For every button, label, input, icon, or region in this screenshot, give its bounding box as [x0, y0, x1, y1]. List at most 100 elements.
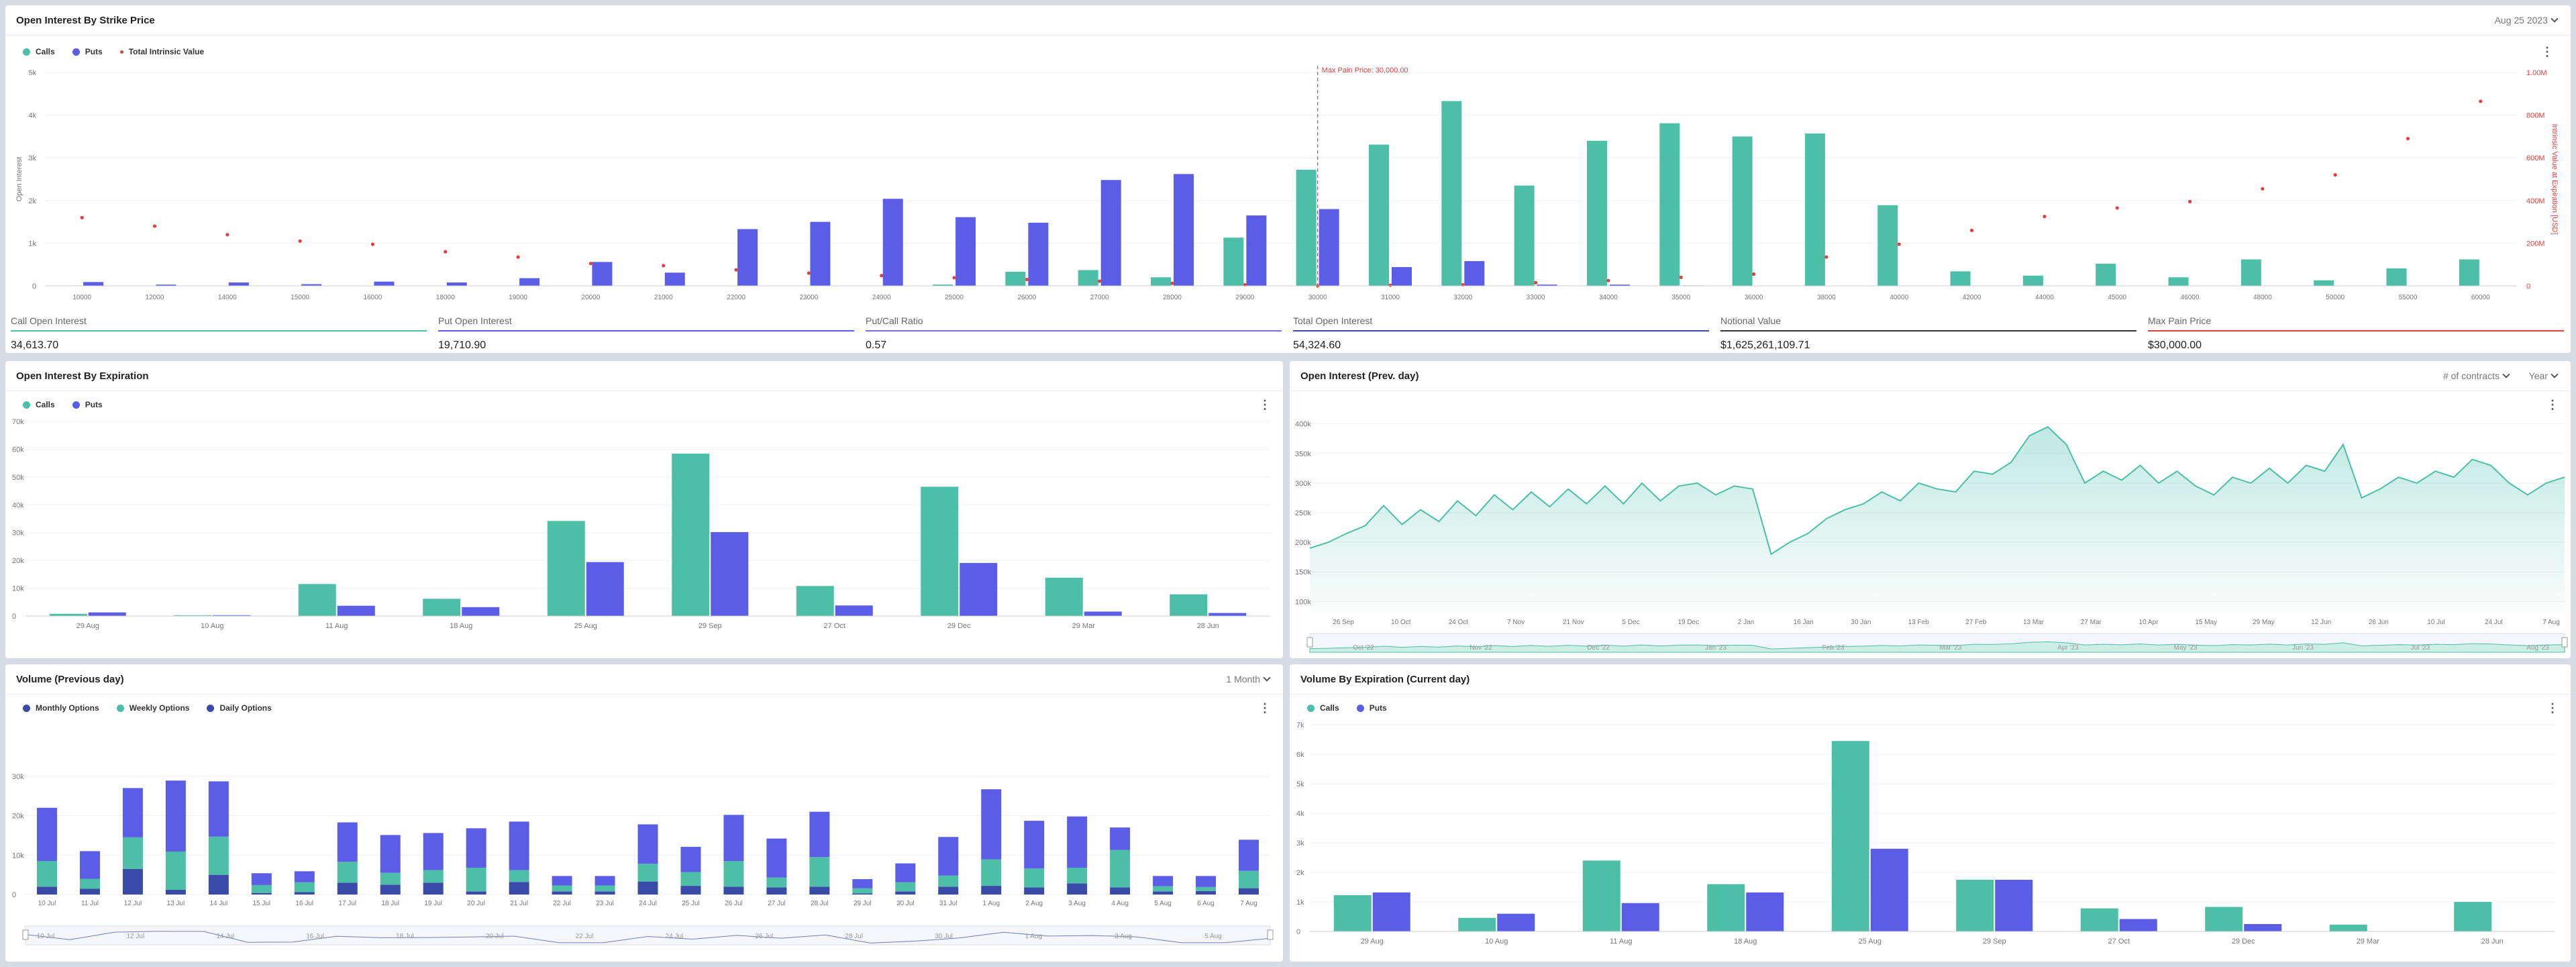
- range-selector[interactable]: 1 Month: [1226, 674, 1271, 684]
- unit-selector[interactable]: # of contracts: [2443, 370, 2510, 381]
- y-tick-label: 20k: [12, 557, 24, 565]
- monthly-bar: [1153, 891, 1174, 895]
- legend-item-puts[interactable]: Puts: [72, 47, 103, 56]
- monthly-bar: [895, 891, 916, 895]
- y2-tick-label: 800M: [2526, 112, 2545, 120]
- more-options-icon[interactable]: ⋮: [2541, 45, 2553, 58]
- weekly-bar: [852, 888, 873, 894]
- put-bar: [1028, 222, 1049, 286]
- daily-bar: [423, 833, 444, 870]
- daily-bar: [809, 811, 830, 858]
- x-tick-label: 24 Jul: [2485, 619, 2503, 626]
- x-tick-label: 30 Jan: [1851, 619, 1871, 626]
- navigator-series: [25, 931, 1271, 944]
- monthly-swatch: [23, 704, 30, 712]
- more-options-icon[interactable]: ⋮: [2546, 701, 2559, 715]
- put-bar: [882, 199, 903, 286]
- daily-bar: [637, 824, 658, 864]
- monthly-bar: [337, 882, 358, 895]
- chevron-down-icon: [2551, 370, 2559, 378]
- date-selector[interactable]: Aug 25 2023: [2494, 15, 2559, 26]
- x-tick-label: 55000: [2399, 294, 2418, 301]
- navigator-label: 26 Jul: [755, 933, 773, 940]
- y2-tick-label: 1.00M: [2526, 69, 2547, 77]
- y-tick-label: 1k: [1296, 899, 1304, 907]
- y-tick-label: 60k: [12, 446, 24, 454]
- x-tick-label: 25 Jul: [682, 900, 700, 907]
- daily-bar: [938, 837, 959, 876]
- intrinsic-point: [2333, 173, 2337, 177]
- x-tick-label: 20 Jul: [467, 900, 485, 907]
- legend-item-calls[interactable]: Calls: [1307, 703, 1339, 713]
- x-tick-label: 23 Jul: [596, 900, 614, 907]
- x-tick-label: 21000: [654, 294, 673, 301]
- legend-item-monthly[interactable]: Monthly Options: [23, 703, 99, 713]
- stat-underline: [11, 330, 427, 332]
- legend-item-puts[interactable]: Puts: [72, 400, 103, 409]
- more-options-icon[interactable]: ⋮: [1259, 398, 1271, 411]
- weekly-bar: [1196, 886, 1217, 891]
- daily-bar: [380, 835, 401, 873]
- put-bar: [737, 229, 758, 286]
- chevron-down-icon: [1263, 674, 1271, 682]
- more-options-icon[interactable]: ⋮: [1259, 701, 1271, 715]
- y-tick-label: 20k: [12, 813, 24, 821]
- stat-max-pain-price: Max Pain Price $30,000.00: [2148, 315, 2564, 353]
- volexp-panel: Volume By Expiration (Current day) Calls…: [1290, 664, 2571, 962]
- legend-item-intrinsic[interactable]: Total Intrinsic Value: [119, 47, 204, 56]
- intrinsic-point: [2261, 187, 2265, 191]
- range-selector-value: Year: [2528, 370, 2548, 381]
- legend-item-calls[interactable]: Calls: [23, 400, 55, 409]
- x-tick-label: 29 Sep: [1983, 937, 2006, 946]
- x-tick-label: 22 Jul: [553, 900, 571, 907]
- y-tick-label: 30k: [12, 773, 24, 781]
- monthly-bar: [122, 868, 143, 895]
- weekly-bar: [595, 885, 615, 892]
- weekly-bar: [122, 837, 143, 869]
- daily-bar: [766, 838, 787, 878]
- put-bar: [301, 284, 322, 286]
- x-tick-label: 11 Jul: [81, 900, 99, 907]
- x-tick-label: 1 Aug: [982, 900, 1000, 907]
- put-bar: [374, 281, 395, 286]
- weekly-bar: [79, 878, 100, 889]
- call-bar: [1458, 917, 1496, 931]
- navigator-label: Jan '23: [1705, 644, 1727, 652]
- legend-item-puts[interactable]: Puts: [1356, 703, 1387, 713]
- navigator-series: [1309, 641, 2565, 653]
- x-tick-label: 29 Dec: [2232, 937, 2255, 946]
- x-tick-label: 29000: [1235, 294, 1254, 301]
- daily-bar: [1239, 839, 1259, 871]
- x-tick-label: 24000: [872, 294, 891, 301]
- call-bar: [796, 586, 834, 616]
- x-tick-label: 29 Mar: [2357, 937, 2380, 946]
- x-tick-label: 30000: [1308, 294, 1327, 301]
- more-options-icon[interactable]: ⋮: [2546, 398, 2559, 411]
- daily-bar: [337, 822, 358, 862]
- daily-bar: [1067, 816, 1088, 868]
- daily-swatch: [207, 704, 215, 712]
- daily-bar: [466, 828, 486, 868]
- range-selector[interactable]: Year: [2528, 370, 2559, 381]
- panel-title: Open Interest By Expiration: [16, 370, 149, 382]
- legend-item-weekly[interactable]: Weekly Options: [116, 703, 189, 713]
- legend-item-calls[interactable]: Calls: [23, 47, 55, 56]
- monthly-bar: [552, 891, 572, 895]
- call-bar: [1151, 277, 1172, 286]
- legend-item-daily[interactable]: Daily Options: [207, 703, 272, 713]
- put-bar: [1995, 880, 2033, 931]
- navigator-label: 18 Jul: [396, 933, 414, 940]
- date-selector-value: Aug 25 2023: [2494, 15, 2548, 26]
- put-bar: [88, 612, 126, 616]
- call-bar: [2240, 259, 2261, 286]
- call-bar: [2096, 263, 2116, 286]
- strike-legend: Calls Puts Total Intrinsic Value: [23, 47, 204, 56]
- x-tick-label: 26000: [1017, 294, 1036, 301]
- intrinsic-point: [370, 242, 375, 246]
- navigator-label: 14 Jul: [216, 933, 234, 940]
- weekly-bar: [466, 868, 486, 892]
- put-bar: [1084, 611, 1122, 616]
- x-tick-label: 26 Sep: [1333, 619, 1354, 626]
- navigator-label: 22 Jul: [576, 933, 594, 940]
- call-bar: [1441, 101, 1462, 286]
